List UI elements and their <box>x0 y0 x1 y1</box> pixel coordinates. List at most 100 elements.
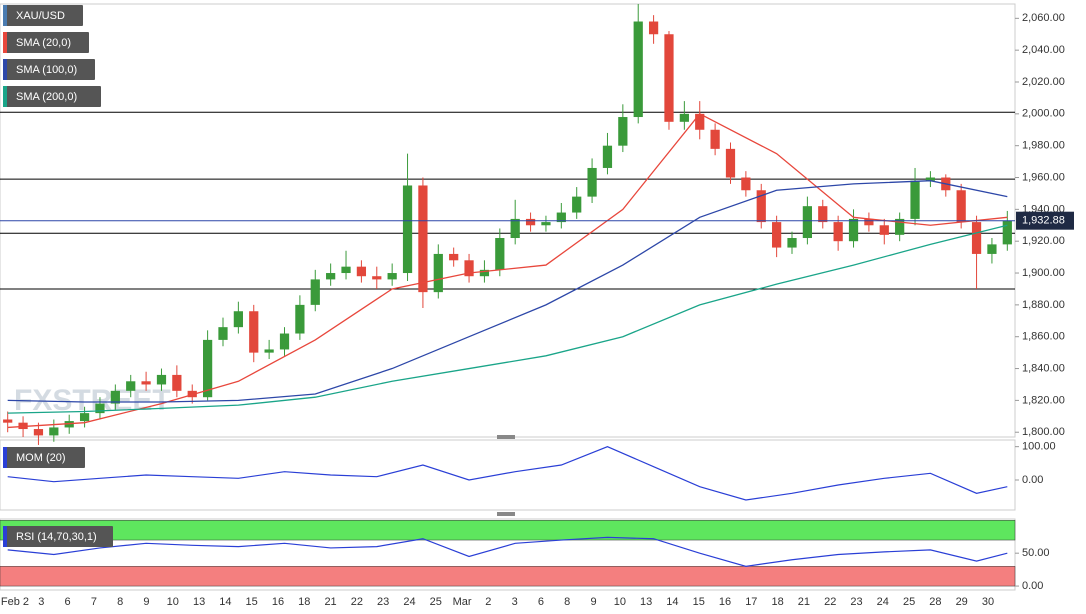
y-tick-label: 1,900.00 <box>1022 267 1065 279</box>
candle-body <box>695 113 705 130</box>
candle-body <box>648 21 659 35</box>
x-tick-label: 14 <box>666 596 678 608</box>
x-tick-label: 6 <box>65 596 71 608</box>
candle-body <box>741 177 751 191</box>
candle-body <box>1002 220 1012 245</box>
x-tick-label: 13 <box>193 596 205 608</box>
x-tick-label: 16 <box>719 596 731 608</box>
candle-body <box>864 218 874 226</box>
legend-swatch <box>3 447 7 468</box>
x-tick-label: 30 <box>982 596 994 608</box>
candle-body <box>141 381 151 385</box>
candle-body <box>156 374 167 385</box>
x-tick-label: 8 <box>564 596 570 608</box>
candle-body <box>464 260 474 277</box>
candle-body <box>79 413 90 422</box>
x-tick-label: 23 <box>377 596 389 608</box>
x-tick-label: 18 <box>771 596 783 608</box>
candle-body <box>233 311 243 328</box>
legend-label: XAU/USD <box>16 10 65 22</box>
candle-body <box>510 218 520 239</box>
y-tick-label: 1,860.00 <box>1022 331 1065 343</box>
sma-line <box>7 224 1008 414</box>
sma-line <box>7 113 1008 429</box>
x-tick-label: 21 <box>798 596 810 608</box>
x-tick-label: 3 <box>38 596 44 608</box>
candle-body <box>418 185 428 293</box>
x-tick-label: 8 <box>117 596 123 608</box>
candle-body <box>249 311 259 353</box>
x-tick-label: 23 <box>850 596 862 608</box>
x-tick-label: 22 <box>351 596 363 608</box>
x-tick-label: 15 <box>693 596 705 608</box>
y-tick-label: 2,060.00 <box>1022 12 1065 24</box>
indicator-line <box>7 446 1008 501</box>
candle-body <box>710 129 720 149</box>
y-tick-label: 0.00 <box>1022 474 1043 486</box>
candle-body <box>433 253 443 293</box>
candle-body <box>787 238 797 248</box>
candle-body <box>618 117 628 146</box>
candle-body <box>756 190 766 223</box>
x-tick-label: 10 <box>614 596 626 608</box>
x-tick-label: 18 <box>298 596 310 608</box>
x-tick-label: 24 <box>877 596 889 608</box>
y-tick-label: 1,980.00 <box>1022 140 1065 152</box>
legend-label: SMA (100,0) <box>16 64 77 76</box>
candle-body <box>818 206 828 223</box>
candle-body <box>310 279 320 305</box>
x-tick-label: 17 <box>745 596 757 608</box>
candle-body <box>772 222 782 248</box>
candle-body <box>326 273 336 280</box>
x-tick-label: Mar <box>453 596 472 608</box>
legend-box <box>3 86 101 107</box>
candle-body <box>95 403 105 414</box>
x-tick-label: 21 <box>324 596 336 608</box>
sma-line <box>7 180 1008 403</box>
candle-body <box>126 381 136 391</box>
candle-body <box>341 266 351 274</box>
candle-body <box>541 222 551 226</box>
candle-body <box>479 269 490 277</box>
x-tick-label: 22 <box>824 596 836 608</box>
x-tick-label: 9 <box>143 596 149 608</box>
x-tick-label: 25 <box>903 596 915 608</box>
x-tick-label: 15 <box>246 596 258 608</box>
rsi-band <box>0 566 1016 587</box>
x-tick-label: 25 <box>430 596 442 608</box>
candle-body <box>633 21 643 118</box>
x-tick-label: 28 <box>929 596 941 608</box>
y-tick-label: 1,880.00 <box>1022 299 1065 311</box>
candle-body <box>602 145 613 168</box>
panel-splitter <box>497 435 515 439</box>
y-tick-label: 1,800.00 <box>1022 426 1065 438</box>
x-tick-label: 13 <box>640 596 652 608</box>
candle-body <box>495 238 505 270</box>
candle-body <box>971 222 982 254</box>
legend-swatch <box>3 5 7 26</box>
legend-label: RSI (14,70,30,1) <box>16 531 97 543</box>
x-tick-label: 14 <box>219 596 231 608</box>
x-tick-label: 6 <box>538 596 544 608</box>
legend-box <box>3 447 85 468</box>
x-tick-label: 2 <box>485 596 491 608</box>
x-tick-label: 3 <box>512 596 518 608</box>
candle-body <box>556 212 566 223</box>
candle-body <box>848 218 859 242</box>
rsi-band <box>0 520 1016 541</box>
legend-box <box>3 526 113 547</box>
candle-body <box>218 327 228 340</box>
candle-body <box>295 304 305 334</box>
candle-body <box>279 333 290 350</box>
candle-body <box>925 177 936 181</box>
x-tick-label: 16 <box>272 596 284 608</box>
candle-body <box>264 349 274 353</box>
candle-body <box>910 180 920 219</box>
indicator-line <box>7 536 1008 567</box>
y-tick-label: 1,960.00 <box>1022 171 1065 183</box>
panel-splitter <box>497 512 515 516</box>
y-tick-label: 50.00 <box>1022 547 1050 559</box>
candle-body <box>725 148 736 178</box>
candle-body <box>895 218 905 235</box>
